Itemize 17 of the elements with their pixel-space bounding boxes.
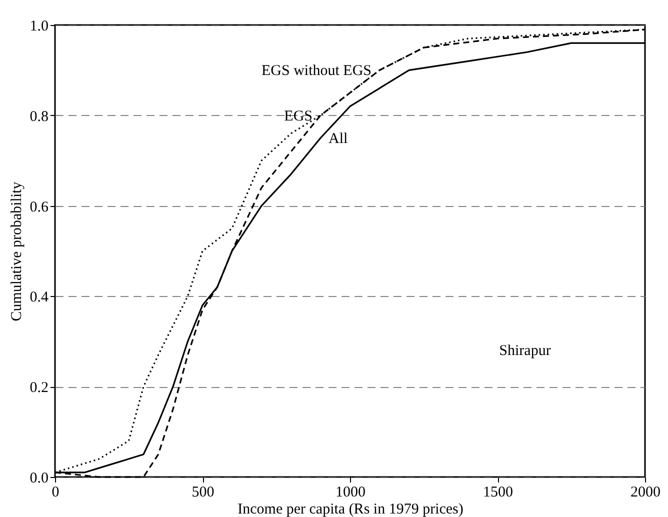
series-label: All: [328, 131, 348, 147]
y-tick-label: 0.8: [30, 108, 48, 125]
x-tick-label: 1500: [483, 484, 513, 500]
y-tick-label: 0.2: [30, 380, 48, 396]
x-tick-label: 0: [52, 484, 60, 500]
y-tick-label: 0.0: [30, 470, 48, 486]
series-label: EGS: [284, 108, 312, 124]
annotation: Shirapur: [499, 343, 551, 359]
x-axis-title: Income per capita (Rs in 1979 prices): [238, 502, 464, 517]
y-tick-label: 1.0: [30, 18, 48, 34]
x-tick-label: 500: [192, 484, 214, 500]
y-tick-label: 0.6: [30, 199, 49, 216]
x-tick-label: 2000: [630, 484, 660, 500]
series-label: EGS without EGS: [261, 63, 372, 80]
y-axis-title: Cumulative probability: [8, 181, 25, 322]
x-tick-label: 1000: [336, 484, 366, 500]
y-tick-label: 0.4: [30, 290, 49, 306]
